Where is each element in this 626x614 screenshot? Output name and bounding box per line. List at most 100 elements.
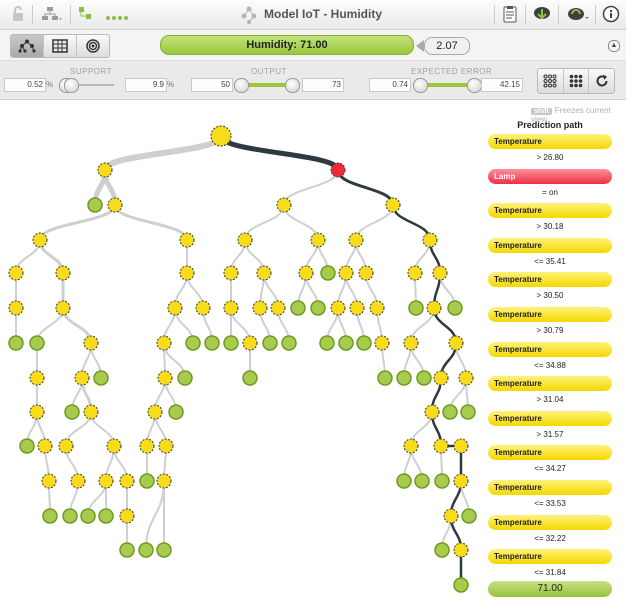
- download-icon[interactable]: [532, 5, 552, 23]
- split-node[interactable]: [237, 232, 253, 248]
- output-max-handle[interactable]: [285, 78, 300, 93]
- split-node[interactable]: [32, 232, 48, 248]
- split-node[interactable]: [424, 404, 440, 420]
- leaf-node[interactable]: [408, 300, 424, 316]
- leaf-node[interactable]: [80, 508, 96, 524]
- leaf-node[interactable]: [377, 370, 393, 386]
- split-node[interactable]: [443, 508, 459, 524]
- split-node[interactable]: [426, 300, 442, 316]
- split-node[interactable]: [385, 197, 401, 213]
- split-node[interactable]: [252, 300, 268, 316]
- lock-icon[interactable]: [8, 5, 28, 23]
- expected-error-max-input[interactable]: 42.15: [481, 78, 523, 92]
- split-node[interactable]: [29, 404, 45, 420]
- split-node[interactable]: [448, 335, 464, 351]
- split-node[interactable]: [256, 265, 272, 281]
- split-node[interactable]: [453, 438, 469, 454]
- split-node[interactable]: [119, 508, 135, 524]
- split-node[interactable]: [147, 404, 163, 420]
- split-node[interactable]: [310, 232, 326, 248]
- sunburst-view-button[interactable]: [77, 35, 109, 57]
- tree-view-button[interactable]: [11, 35, 44, 57]
- leaf-node[interactable]: [460, 404, 476, 420]
- split-node[interactable]: [195, 300, 211, 316]
- leaf-node[interactable]: [447, 300, 463, 316]
- split-node[interactable]: [358, 265, 374, 281]
- split-node[interactable]: [8, 300, 24, 316]
- split-node[interactable]: [403, 335, 419, 351]
- split-node[interactable]: [276, 197, 292, 213]
- expected-error-min-handle[interactable]: [413, 78, 428, 93]
- split-node[interactable]: [70, 473, 86, 489]
- path-step-field[interactable]: Lamp: [488, 168, 612, 184]
- split-node[interactable]: [338, 265, 354, 281]
- path-step-field[interactable]: Temperature: [488, 549, 612, 565]
- split-node[interactable]: [74, 370, 90, 386]
- clipboard-icon[interactable]: [500, 5, 520, 23]
- split-node[interactable]: [179, 265, 195, 281]
- leaf-node[interactable]: [461, 508, 477, 524]
- info-icon[interactable]: [601, 5, 621, 23]
- leaf-node[interactable]: [281, 335, 297, 351]
- split-node[interactable]: [407, 265, 423, 281]
- path-step-field[interactable]: Temperature: [488, 410, 612, 426]
- split-node[interactable]: [242, 335, 258, 351]
- expected-error-min-input[interactable]: 0.74: [369, 78, 411, 92]
- split-node[interactable]: [119, 473, 135, 489]
- leaf-node[interactable]: [396, 370, 412, 386]
- path-step-field[interactable]: Temperature: [488, 514, 612, 530]
- leaf-node[interactable]: [262, 335, 278, 351]
- split-node[interactable]: [106, 438, 122, 454]
- split-node[interactable]: [403, 438, 419, 454]
- split-node[interactable]: [374, 335, 390, 351]
- leaf-node[interactable]: [8, 335, 24, 351]
- expand-tree-button[interactable]: [538, 69, 564, 93]
- split-node[interactable]: [453, 473, 469, 489]
- leaf-node[interactable]: [19, 438, 35, 454]
- split-node[interactable]: [37, 438, 53, 454]
- path-step-field[interactable]: Temperature: [488, 272, 612, 288]
- split-node[interactable]: [433, 370, 449, 386]
- path-step-field[interactable]: Temperature: [488, 376, 612, 392]
- split-node[interactable]: [83, 404, 99, 420]
- path-step-field[interactable]: Temperature: [488, 307, 612, 322]
- leaf-node[interactable]: [453, 577, 469, 593]
- leaf-node[interactable]: [310, 300, 326, 316]
- table-view-button[interactable]: [44, 35, 77, 57]
- expected-error-max-handle[interactable]: [467, 78, 482, 93]
- leaf-node[interactable]: [434, 473, 450, 489]
- leaf-node[interactable]: [319, 335, 335, 351]
- split-node[interactable]: [139, 438, 155, 454]
- split-node[interactable]: [223, 265, 239, 281]
- leaf-node[interactable]: [29, 335, 45, 351]
- split-node[interactable]: [156, 335, 172, 351]
- path-step-field[interactable]: Temperature: [488, 134, 612, 149]
- split-node[interactable]: [97, 162, 113, 178]
- split-node[interactable]: [453, 542, 469, 558]
- split-node[interactable]: [422, 232, 438, 248]
- leaf-node[interactable]: [62, 508, 78, 524]
- leaf-node[interactable]: [177, 370, 193, 386]
- split-node[interactable]: [55, 300, 71, 316]
- collapse-tree-button[interactable]: [564, 69, 590, 93]
- leaf-node[interactable]: [223, 335, 239, 351]
- leaf-node[interactable]: [156, 542, 172, 558]
- path-step-field[interactable]: Temperature: [488, 341, 612, 357]
- leaf-node[interactable]: [93, 370, 109, 386]
- path-step-field[interactable]: Temperature: [488, 445, 612, 461]
- split-node[interactable]: [432, 265, 448, 281]
- split-node[interactable]: [458, 370, 474, 386]
- leaf-node[interactable]: [204, 335, 220, 351]
- leaf-node[interactable]: [414, 473, 430, 489]
- split-node[interactable]: [98, 473, 114, 489]
- split-node[interactable]: [349, 300, 365, 316]
- leaf-node[interactable]: [185, 335, 201, 351]
- leaf-node[interactable]: [87, 197, 103, 213]
- leaf-node[interactable]: [138, 542, 154, 558]
- split-node[interactable]: [29, 370, 45, 386]
- split-node[interactable]: [156, 473, 172, 489]
- split-node[interactable]: [83, 335, 99, 351]
- root-node[interactable]: [210, 125, 232, 147]
- output-max-input[interactable]: 73: [302, 78, 344, 92]
- split-node[interactable]: [369, 300, 385, 316]
